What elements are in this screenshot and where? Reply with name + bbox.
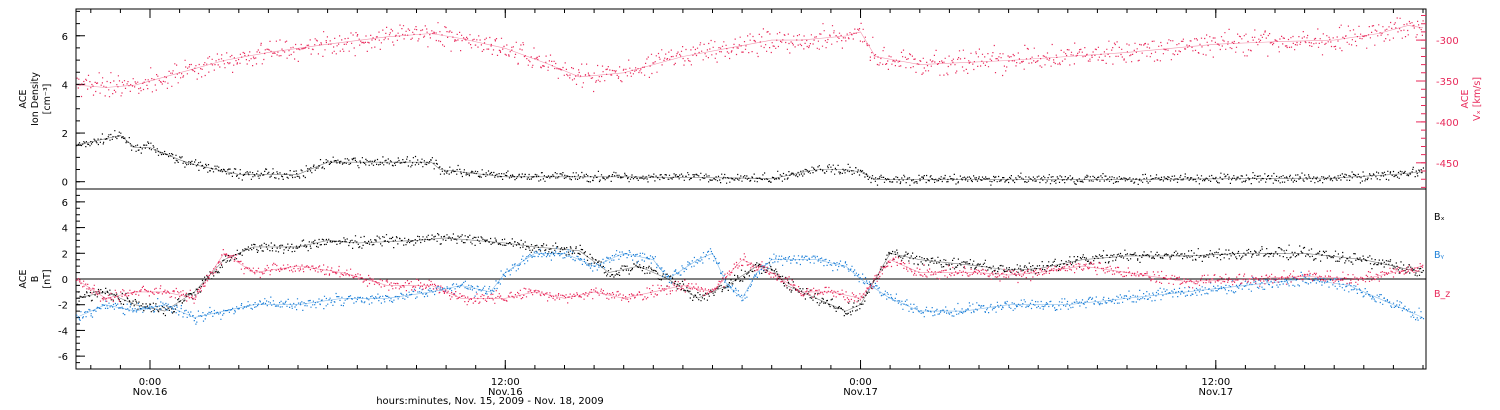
series-vx bbox=[75, 17, 1424, 98]
right-axis-tick-label: -400 bbox=[1436, 118, 1459, 129]
series-by bbox=[75, 247, 1425, 325]
x-axis-tick-date: Nov.16 bbox=[133, 387, 168, 398]
series-ion-density bbox=[75, 130, 1424, 186]
x-axis-tick-time: 0:00 bbox=[139, 377, 161, 388]
x-axis-tick-time: 0:00 bbox=[849, 377, 871, 388]
right-axis-tick-label: -350 bbox=[1436, 77, 1459, 88]
panel-frame bbox=[75, 8, 1427, 190]
series-vx-points bbox=[76, 17, 1424, 98]
left-axis-title-line: ACE bbox=[18, 90, 29, 109]
series-bx-trend bbox=[75, 237, 1424, 312]
right-axis-tick-label: -450 bbox=[1436, 159, 1459, 170]
x-axis-tick-time: 12:00 bbox=[491, 377, 520, 388]
magnetic-field-panel: -6 -4 -2 0 2 4 6 ACE B [nT] Bₓ Bᵧ B_z bbox=[18, 188, 1450, 370]
right-axis-title-line: ACE bbox=[1460, 90, 1471, 109]
left-axis-tick-label: -4 bbox=[58, 326, 68, 337]
right-axis-title-line: Vₓ [km/s] bbox=[1472, 77, 1483, 121]
left-axis-tick-label: 2 bbox=[62, 249, 68, 260]
time-axis: 0:00Nov.1612:00Nov.160:00Nov.1712:00Nov.… bbox=[90, 9, 1424, 398]
legend-entry: B_z bbox=[1434, 289, 1450, 300]
left-axis-tick-label: 6 bbox=[62, 198, 68, 209]
left-axis-tick-label: 4 bbox=[62, 80, 68, 91]
series-bz-trend bbox=[75, 252, 1424, 299]
right-axis-tick-label: -300 bbox=[1436, 36, 1459, 47]
left-axis-title-line: Ion Density bbox=[30, 72, 41, 126]
x-axis-tick-time: 12:00 bbox=[1201, 377, 1230, 388]
left-axis-title-line: [nT] bbox=[42, 269, 53, 288]
left-axis-tick-label: 0 bbox=[62, 275, 68, 286]
x-axis-tick-date: Nov.17 bbox=[1198, 387, 1233, 398]
left-axis-title-line: ACE bbox=[18, 270, 29, 289]
series-bz-points bbox=[76, 249, 1424, 306]
left-axis-tick-label: 4 bbox=[62, 224, 68, 235]
right-axis-minor-ticks bbox=[1421, 15, 1426, 188]
series-by-points bbox=[76, 247, 1425, 325]
left-axis-tick-label: -6 bbox=[58, 352, 68, 363]
left-axis-title-line: [cm⁻³] bbox=[42, 84, 53, 115]
x-axis-tick-date: Nov.16 bbox=[488, 387, 523, 398]
series-vx-trend bbox=[75, 25, 1424, 88]
left-axis-tick-label: 6 bbox=[62, 32, 68, 43]
left-axis-minor-ticks bbox=[76, 10, 80, 183]
x-axis-tick-date: Nov.17 bbox=[843, 387, 878, 398]
series-ion-density-points bbox=[76, 130, 1424, 186]
series-bx bbox=[75, 233, 1424, 317]
x-axis-minor-ticks bbox=[90, 9, 1424, 369]
x-axis-title: hours:minutes, Nov. 15, 2009 - Nov. 18, … bbox=[376, 396, 604, 407]
left-axis-tick-label: 0 bbox=[62, 178, 68, 189]
legend-entry: Bᵧ bbox=[1434, 250, 1445, 261]
series-bx-points bbox=[76, 233, 1424, 317]
left-axis-tick-label: -2 bbox=[58, 301, 68, 312]
left-axis-tick-label: 2 bbox=[62, 129, 68, 140]
legend-entry: Bₓ bbox=[1434, 212, 1445, 223]
series-bz bbox=[75, 249, 1424, 306]
left-axis-title-line: B bbox=[30, 276, 41, 283]
